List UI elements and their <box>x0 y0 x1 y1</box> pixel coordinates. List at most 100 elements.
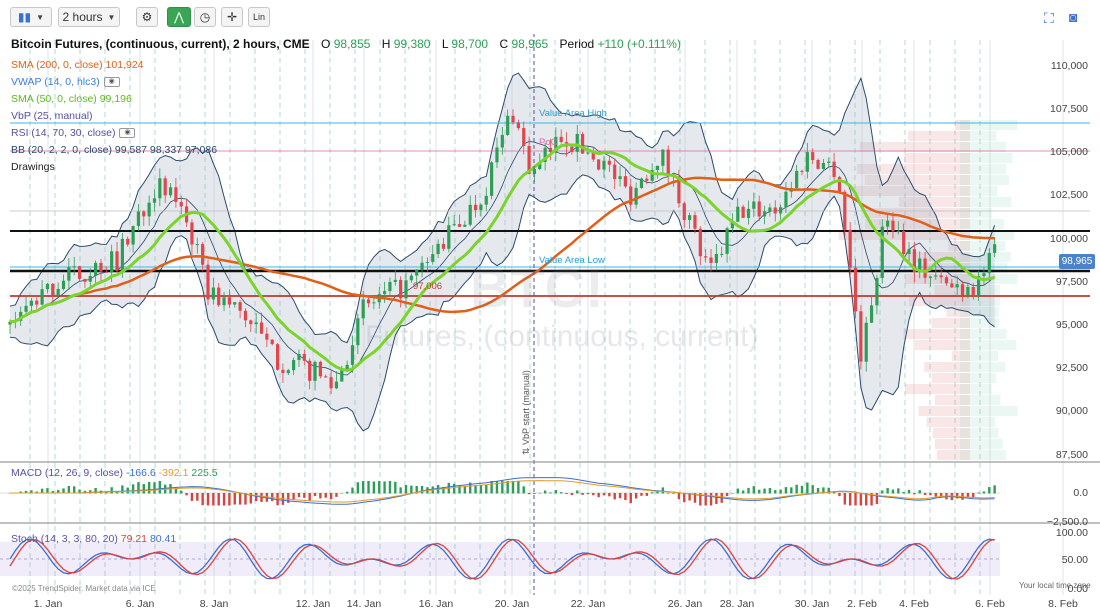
macd-label: MACD (12, 26, 9, close) <box>11 467 124 479</box>
eye-icon[interactable]: ◉ <box>103 77 120 88</box>
macd-histogram-bar <box>827 487 830 494</box>
vbp-bar <box>856 164 970 174</box>
vbp-bar <box>960 384 992 394</box>
candle-body <box>142 211 146 217</box>
auto-trendlines-button[interactable]: ⋀ <box>167 7 191 27</box>
fullscreen-icon[interactable]: ⛶ <box>1044 10 1054 26</box>
candle-body <box>580 133 585 154</box>
lin-label: Lin <box>252 12 265 22</box>
legend-bb[interactable]: BB (20, 2, 2, 0, close) 99,587 98,337 97… <box>11 144 217 156</box>
candle-body <box>238 302 242 311</box>
high-key: H <box>381 37 391 51</box>
timezone-note[interactable]: Your local time zone <box>1019 581 1091 590</box>
vbp-bar <box>951 351 970 361</box>
legend-sma200[interactable]: SMA (200, 0, close) 101,924 <box>11 59 144 71</box>
candle-body <box>661 149 665 166</box>
candle-body <box>591 152 595 160</box>
candle-body <box>987 252 991 274</box>
macd-histogram-bar <box>870 493 873 506</box>
chart-type-button[interactable]: ▮▮ ▼ <box>10 7 52 27</box>
vbp-bar <box>934 439 970 449</box>
vbp-bar <box>908 131 970 141</box>
macd-histogram-bar <box>185 493 188 496</box>
macd-legend[interactable]: MACD (12, 26, 9, close) -166.6 -392.1 22… <box>11 467 218 479</box>
macd-histogram-bar <box>741 490 745 494</box>
vbp-bar <box>960 362 1006 372</box>
macd-histogram-bar <box>463 485 467 494</box>
candle-body <box>201 244 205 265</box>
eye-icon[interactable]: ◉ <box>119 128 136 139</box>
macd-histogram-bar <box>458 485 461 494</box>
candle-body <box>522 128 526 146</box>
vbp-bar <box>905 384 970 394</box>
candle-body <box>655 165 660 171</box>
vbp-bar <box>960 373 996 383</box>
vbp-bar <box>960 153 1013 163</box>
legend-rsi[interactable]: RSI (14, 70, 30, close) ◉ <box>11 127 136 139</box>
candle-body <box>431 254 435 262</box>
stoch-legend[interactable]: Stoch (14, 3, 3, 80, 20) 79.21 80.41 <box>11 533 176 545</box>
candle-body <box>334 381 339 389</box>
vbp-bar <box>960 241 1006 251</box>
vbp-bar <box>960 329 1007 339</box>
price-tick: 105,000 <box>1050 146 1088 158</box>
legend-vwap[interactable]: VWAP (14, 0, hlc3) ◉ <box>11 76 120 88</box>
candle-body <box>832 161 836 178</box>
macd-histogram-bar <box>875 493 879 505</box>
vbp-start-label: ⇅ VbP start (manual) <box>521 370 531 455</box>
candle-body <box>859 311 863 362</box>
date-tick: 22. Jan <box>570 598 606 610</box>
candle-body <box>259 322 264 334</box>
candle-body <box>516 122 520 129</box>
candle-body <box>918 258 922 273</box>
candle-body <box>163 178 167 196</box>
macd-value-1: -166.6 <box>125 467 156 479</box>
linear-scale-button[interactable]: Lin <box>248 7 270 27</box>
candle-body <box>848 229 852 268</box>
interval-select[interactable]: 2 hours ▼ <box>58 7 120 27</box>
candle-body <box>778 207 783 214</box>
macd-histogram-bar <box>800 485 804 494</box>
legend-vbp[interactable]: VbP (25, manual) <box>11 110 93 122</box>
candle-body <box>934 275 938 277</box>
candle-body <box>83 278 87 282</box>
candle-body <box>388 281 392 292</box>
settings-button[interactable]: ⚙ <box>136 7 158 27</box>
candle-body <box>104 271 108 273</box>
legend-drawings[interactable]: Drawings <box>11 161 55 173</box>
date-tick: 8. Feb <box>1048 598 1078 610</box>
macd-histogram-bar <box>774 490 777 494</box>
macd-histogram-bar <box>918 490 921 494</box>
legend-sma50[interactable]: SMA (50, 0, close) 99,196 <box>11 93 132 105</box>
candle-body <box>329 377 333 389</box>
macd-histogram-bar <box>715 493 718 505</box>
crosshair-button[interactable]: ✛ <box>221 7 243 27</box>
candle-body <box>730 221 735 229</box>
macd-histogram-bar <box>83 490 87 494</box>
candle-body <box>457 224 462 227</box>
candle-body <box>816 160 820 169</box>
candle-body <box>361 299 365 319</box>
vbp-bar <box>864 175 970 185</box>
camera-icon[interactable]: ◙ <box>1069 9 1078 25</box>
macd-histogram-bar <box>511 481 515 494</box>
vbp-bar <box>904 274 970 284</box>
replay-button[interactable]: ◷ <box>194 7 216 27</box>
macd-histogram-bar <box>506 481 509 494</box>
date-tick: 16. Jan <box>418 598 454 610</box>
macd-histogram-bar <box>329 493 333 500</box>
macd-histogram-bar <box>891 489 895 494</box>
vbp-bar <box>960 164 1007 174</box>
candle-body <box>110 251 114 273</box>
macd-histogram-bar <box>351 487 354 494</box>
macd-histogram-bar <box>624 493 627 501</box>
macd-histogram-bar <box>897 488 900 494</box>
date-tick: 30. Jan <box>794 598 830 610</box>
vbp-bar <box>946 307 970 317</box>
stoch-label: Stoch (14, 3, 3, 80, 20) <box>11 533 118 545</box>
candle-body <box>827 161 831 163</box>
date-tick: 14. Jan <box>346 598 382 610</box>
macd-histogram-bar <box>485 484 488 494</box>
macd-histogram-bar <box>608 493 611 497</box>
